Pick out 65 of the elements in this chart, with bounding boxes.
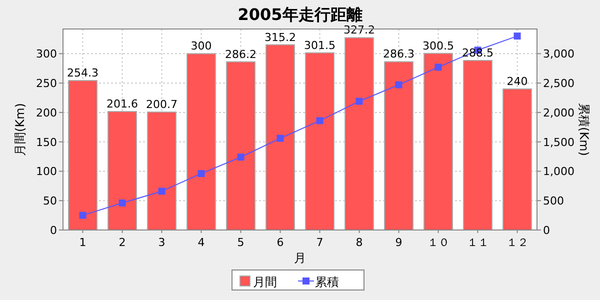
data-label: 286.3 (383, 48, 414, 61)
y2-tick-label: 2,500 (543, 77, 574, 90)
data-label: 240 (506, 74, 528, 88)
x-tick-label: 7 (316, 236, 324, 249)
point (79, 212, 86, 219)
bar (186, 53, 216, 230)
y-tick-label: 150 (36, 136, 57, 149)
bar (384, 61, 414, 230)
bar (147, 112, 176, 230)
x-tick-label: 5 (237, 236, 244, 249)
bar (68, 80, 98, 230)
data-label: 200.7 (146, 98, 178, 112)
data-label: 201.6 (106, 98, 138, 111)
y2-tick-label: 2,000 (543, 106, 574, 120)
point (237, 154, 244, 161)
data-label: 286.2 (225, 48, 256, 61)
bar (226, 61, 256, 230)
x-tick-label: 2 (118, 236, 126, 249)
y2-tick-label: 1,500 (543, 136, 574, 149)
bar (344, 37, 374, 230)
data-label: 301.5 (304, 38, 336, 52)
y2-tick-label: 0 (543, 224, 550, 237)
y2-axis-title: 累積(Km) (577, 103, 591, 156)
data-label: 254.3 (67, 66, 98, 80)
point (276, 134, 284, 142)
data-label: 300 (190, 40, 212, 53)
x-tick-label: １０ (427, 236, 450, 249)
point (434, 64, 442, 71)
y-tick-label: 300 (36, 48, 57, 61)
bar (463, 60, 492, 230)
y-tick-label: 50 (43, 194, 57, 208)
x-tick-label: １２ (506, 236, 528, 249)
point (198, 170, 205, 178)
point (514, 32, 521, 40)
legend-label: 累積 (315, 275, 339, 289)
x-tick-label: 9 (395, 236, 402, 249)
point (158, 188, 166, 195)
y-tick-label: 250 (36, 77, 57, 90)
bar (266, 44, 295, 230)
x-tick-label: 1 (79, 236, 86, 249)
x-tick-label: 4 (198, 236, 205, 249)
chart-title: 2005年走行距離 (238, 5, 362, 24)
y2-tick-label: 3,000 (543, 48, 574, 61)
bar (502, 88, 532, 230)
data-label: 315.2 (264, 30, 296, 44)
bar (424, 52, 453, 230)
y2-tick-label: 500 (543, 194, 564, 208)
y2-tick-label: 1,000 (543, 165, 574, 178)
x-tick-label: 6 (276, 236, 284, 249)
point (356, 98, 363, 105)
y-tick-label: 200 (36, 106, 57, 120)
point (316, 117, 324, 124)
bar (305, 52, 334, 230)
legend-label: 月間 (253, 275, 277, 289)
y-tick-label: 100 (36, 165, 57, 178)
x-tick-label: 8 (356, 236, 363, 249)
data-label: 300.5 (422, 39, 454, 52)
x-tick-label: １１ (466, 236, 489, 249)
point (395, 81, 402, 88)
x-axis-title: 月 (294, 251, 306, 265)
x-tick-label: 3 (158, 236, 166, 249)
y-axis-title: 月間(Km) (13, 103, 27, 156)
bar (108, 111, 137, 230)
point (118, 199, 126, 206)
y-tick-label: 0 (50, 224, 57, 237)
